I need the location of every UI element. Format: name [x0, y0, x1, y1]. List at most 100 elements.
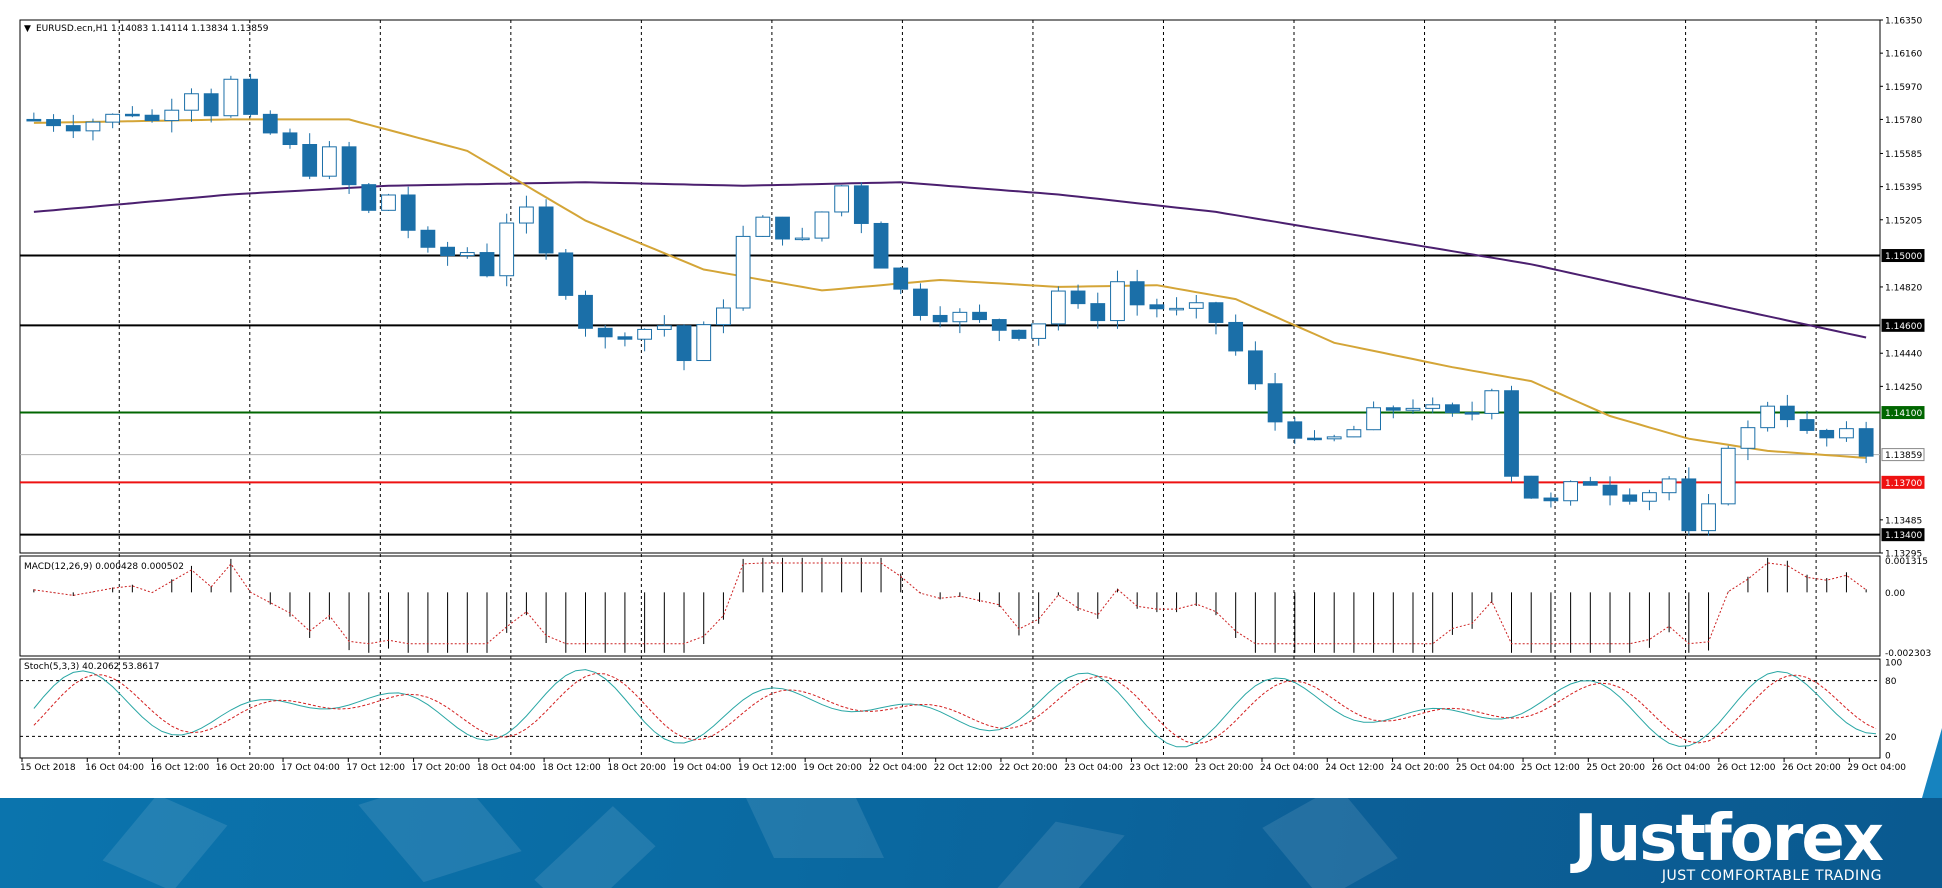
candle-body	[124, 113, 140, 117]
candle-body	[735, 235, 751, 309]
stoch-panel-frame	[19, 658, 1881, 759]
candle-body	[1740, 427, 1756, 449]
price-level-label: 1.14100	[1885, 409, 1922, 419]
candle-body	[400, 194, 416, 231]
price-tick-label: 1.15970	[1885, 83, 1922, 93]
candle-body	[1346, 429, 1362, 438]
candle-body	[913, 288, 928, 316]
time-tick-label: 26 Oct 04:00	[1652, 763, 1711, 773]
candle-body	[656, 325, 672, 330]
candle-body	[282, 132, 298, 146]
candle-body	[499, 222, 515, 277]
candle-body	[1839, 428, 1854, 439]
candle-body	[755, 216, 771, 237]
time-tick-label: 16 Oct 04:00	[85, 763, 144, 773]
candle-body	[105, 113, 121, 123]
candle-body	[144, 114, 160, 122]
time-tick-label: 17 Oct 20:00	[412, 763, 471, 773]
price-level-label: 1.13700	[1885, 479, 1922, 489]
price-tick-label: 1.16350	[1885, 17, 1922, 27]
candle-body	[1622, 494, 1638, 502]
price-label-box	[1881, 249, 1925, 263]
price-tick-label: 1.15780	[1885, 116, 1922, 126]
candle-body	[85, 121, 101, 132]
candle-body	[1228, 321, 1244, 352]
price-tick-label: 1.16160	[1885, 50, 1922, 60]
macd-tick-label: -0.002303	[1885, 649, 1931, 659]
time-tick-label: 16 Oct 12:00	[151, 763, 210, 773]
candle-body	[262, 113, 278, 134]
price-label-box	[1881, 406, 1925, 420]
candle-body	[1602, 484, 1618, 496]
candle-body	[794, 237, 810, 241]
time-tick-label: 25 Oct 20:00	[1586, 763, 1645, 773]
time-tick-label: 18 Oct 12:00	[542, 763, 601, 773]
candle-body	[223, 78, 239, 117]
candle-body	[1050, 290, 1066, 325]
stoch-signal-line	[33, 672, 1877, 745]
candle-body	[1307, 437, 1322, 441]
candle-body	[26, 118, 42, 122]
candle-body	[1779, 405, 1795, 421]
justforex-logo[interactable]: Justforex	[1573, 802, 1884, 876]
candle-body	[361, 184, 377, 211]
candle-body	[538, 206, 554, 254]
banner-shard	[746, 798, 884, 858]
banner-shard	[1262, 798, 1398, 888]
candle-body	[1720, 447, 1736, 505]
price-level-label: 1.13859	[1885, 451, 1922, 461]
candle-body	[1385, 407, 1401, 411]
candle-body	[1366, 407, 1381, 431]
macd-tick-label: 0.00	[1885, 589, 1905, 599]
banner-shard	[995, 821, 1125, 888]
candle-body	[952, 311, 968, 323]
time-tick-label: 19 Oct 04:00	[673, 763, 732, 773]
macd-header: MACD(12,26,9) 0.000428 0.000502	[24, 562, 184, 572]
candle-body	[1661, 478, 1677, 494]
candle-body	[341, 146, 357, 186]
candle-body	[1464, 412, 1480, 415]
price-tick-label: 1.13295	[1885, 550, 1922, 560]
time-tick-label: 17 Oct 04:00	[281, 763, 340, 773]
time-tick-label: 17 Oct 12:00	[346, 763, 405, 773]
candle-body	[440, 246, 455, 257]
time-tick-label: 22 Oct 20:00	[999, 763, 1058, 773]
candle-body	[853, 185, 869, 224]
candle-body	[420, 229, 436, 248]
candle-body	[972, 311, 987, 321]
candle-body	[1011, 329, 1027, 339]
brand-banner: Justforex JUST COMFORTABLE TRADING	[0, 798, 1942, 888]
symbol-header-arrow[interactable]: ▼	[24, 24, 31, 34]
candle-body	[1642, 492, 1657, 502]
candle-body	[381, 194, 396, 211]
time-tick-label: 24 Oct 12:00	[1325, 763, 1384, 773]
candle-body	[991, 319, 1007, 331]
candle-body	[814, 211, 830, 239]
ma-fast-line	[33, 118, 1867, 459]
macd-histogram: 0.001315 0.00 -0.002303	[33, 557, 1931, 659]
vertical-gridlines	[118, 20, 1817, 758]
time-tick-label: 23 Oct 20:00	[1195, 763, 1254, 773]
candle-body	[1799, 419, 1815, 431]
candle-body	[203, 93, 219, 117]
candle-body	[775, 216, 790, 240]
candle-body	[1031, 323, 1047, 339]
candle-body	[1484, 390, 1500, 414]
time-tick-label: 26 Oct 20:00	[1782, 763, 1841, 773]
candle-body	[1563, 481, 1579, 502]
candle-body	[1267, 383, 1283, 423]
time-tick-label: 24 Oct 04:00	[1260, 763, 1319, 773]
time-tick-label: 25 Oct 12:00	[1521, 763, 1580, 773]
time-tick-label: 29 Oct 04:00	[1847, 763, 1906, 773]
price-axis: 1.16350 1.16160 1.15970 1.15780 1.15585 1.153…	[1880, 17, 1925, 560]
candle-body	[578, 294, 593, 329]
candle-body	[459, 252, 475, 257]
time-tick-label: 23 Oct 04:00	[1064, 763, 1123, 773]
candle-body	[1504, 390, 1519, 477]
candle-body	[1287, 421, 1303, 439]
candle-body	[1129, 281, 1145, 306]
price-label-box	[1881, 448, 1925, 462]
candle-body	[1760, 405, 1776, 429]
candle-body	[1445, 404, 1460, 414]
symbol-header: EURUSD.ecn,H1 1.14083 1.14114 1.13834 1.…	[36, 24, 269, 34]
